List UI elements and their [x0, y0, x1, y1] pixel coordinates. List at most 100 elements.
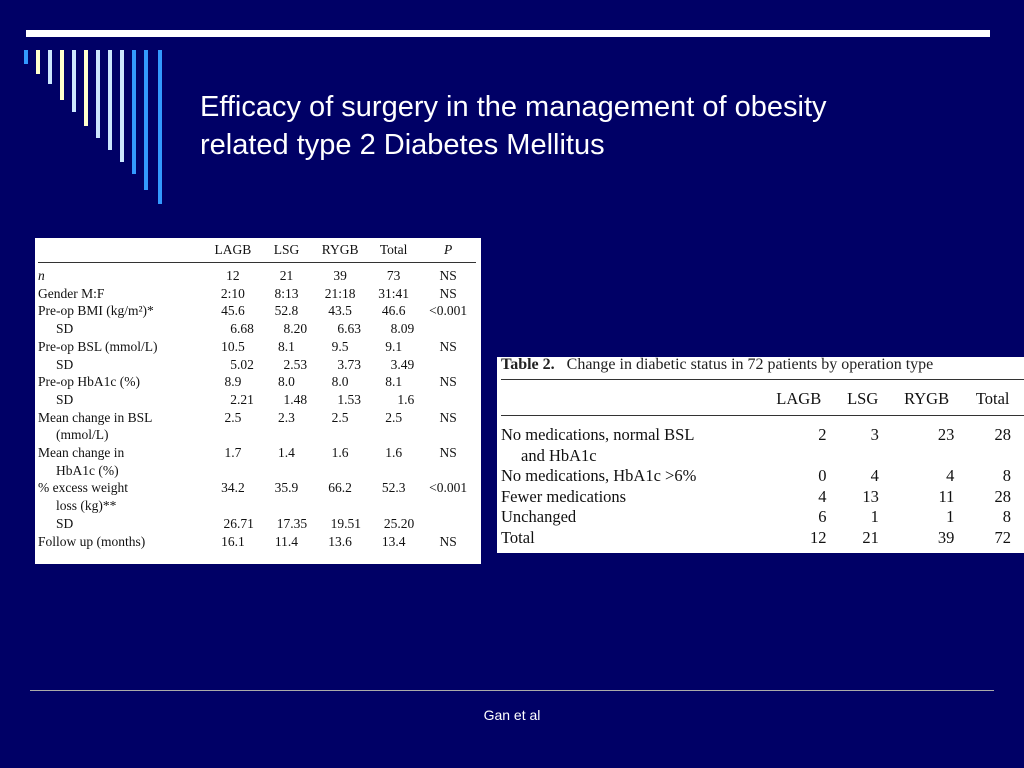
row-label: SD — [56, 515, 74, 531]
cell-lagb — [206, 462, 260, 480]
cell-total: 52.3 — [381, 480, 406, 496]
cell-rygb — [313, 426, 367, 444]
bar-2 — [36, 50, 40, 74]
bar-3 — [48, 50, 52, 84]
bar-6 — [84, 50, 88, 126]
cell-lsg: 8:13 — [274, 285, 299, 301]
cell-total: 3.49 — [390, 356, 415, 372]
table-row: n 12 21 39 73 NS — [38, 263, 476, 285]
cell-p: NS — [439, 285, 457, 301]
table2-header-lsg: LSG — [847, 389, 879, 408]
bar-11 — [144, 50, 148, 190]
cell-lagb: 45.6 — [221, 303, 245, 319]
cell-total: 73 — [386, 268, 401, 283]
cell-lsg: 35.9 — [274, 480, 299, 496]
cell-lagb: 5.02 — [230, 356, 254, 372]
cell-p: NS — [439, 533, 457, 549]
row-label: Gender M:F — [38, 285, 105, 301]
cell-total: 8 — [1002, 507, 1011, 527]
cell-total: 13.4 — [381, 533, 406, 549]
cell-total: 72 — [994, 527, 1012, 547]
row-label: Fewer medications — [501, 486, 627, 506]
table-row: (mmol/L) — [38, 426, 476, 444]
cell-lagb — [761, 446, 836, 467]
cell-lsg: 1.4 — [278, 445, 295, 461]
table2-caption: Table 2. Change in diabetic status in 72 … — [501, 356, 933, 374]
table-patient-characteristics: LAGB LSG RYGB Total P n 12 21 39 73 NS G… — [35, 238, 481, 564]
row-label: Total — [501, 527, 535, 547]
cell-lagb: 0 — [818, 466, 827, 486]
cell-total: 31:41 — [378, 285, 410, 301]
cell-rygb — [313, 497, 367, 515]
table-row: Mean change in 1.7 1.4 1.6 1.6 NS — [38, 444, 476, 462]
cell-rygb: 23 — [937, 425, 955, 444]
table2-rule-header — [501, 415, 1024, 416]
cell-p: NS — [439, 374, 457, 390]
top-rule — [26, 30, 990, 37]
table1-header-lsg: LSG — [259, 238, 314, 263]
slide-title: Efficacy of surgery in the management of… — [200, 88, 980, 164]
cell-total: 8 — [1002, 466, 1011, 486]
table-row: Follow up (months) 16.1 11.4 13.6 13.4 N… — [38, 533, 476, 551]
cell-rygb: 1 — [946, 507, 955, 527]
table1-header-total: Total — [367, 238, 421, 263]
cell-lsg: 17.35 — [276, 515, 308, 531]
cell-lsg: 2.3 — [278, 409, 295, 425]
table-row: HbA1c (%) — [38, 462, 476, 480]
table-row: and HbA1c — [501, 446, 1021, 467]
cell-lagb: 12 — [809, 527, 827, 547]
table2-caption-text: Change in diabetic status in 72 patients… — [566, 356, 934, 373]
cell-total: 25.20 — [383, 515, 415, 531]
bar-8 — [108, 50, 112, 150]
cell-p: NS — [439, 445, 457, 461]
cell-rygb: 66.2 — [328, 480, 352, 496]
table-row: SD 2.21 1.48 1.53 1.6 — [38, 391, 476, 409]
table-row: SD 6.68 8.20 6.63 8.09 — [38, 320, 476, 338]
cell-total: 9.1 — [385, 338, 403, 354]
table-row: Pre-op HbA1c (%) 8.9 8.0 8.0 8.1 NS — [38, 373, 476, 391]
table-row: Fewer medications 4 13 11 28 — [501, 487, 1021, 508]
cell-lsg: 1.48 — [283, 391, 308, 407]
row-label: HbA1c (%) — [56, 462, 119, 478]
table-row: Gender M:F 2:10 8:13 21:18 31:41 NS — [38, 285, 476, 303]
cell-rygb: 19.51 — [330, 515, 361, 531]
row-label: Mean change in — [38, 445, 125, 461]
cell-rygb: 11 — [938, 486, 955, 506]
cell-rygb: 4 — [946, 466, 955, 486]
cell-lsg: 8.0 — [278, 374, 295, 390]
row-label: No medications, normal BSL — [501, 425, 695, 444]
cell-total: 2.5 — [385, 409, 403, 425]
table-row: Pre-op BMI (kg/m²)* 45.6 52.8 43.5 46.6 … — [38, 302, 476, 320]
cell-rygb: 2.5 — [331, 409, 349, 425]
cell-rygb: 21:18 — [324, 285, 356, 301]
cell-lagb — [206, 497, 260, 515]
cell-lsg — [836, 446, 888, 467]
table-row: Unchanged 6 1 1 8 — [501, 507, 1021, 528]
cell-lagb: 26.71 — [223, 515, 254, 531]
cell-lagb: 2.21 — [230, 391, 254, 407]
row-label: SD — [56, 321, 74, 337]
cell-lsg: 3 — [870, 425, 879, 444]
table1-grid: LAGB LSG RYGB Total P n 12 21 39 73 NS G… — [38, 238, 476, 550]
cell-rygb: 39 — [937, 527, 955, 547]
cell-lagb: 2:10 — [220, 285, 245, 301]
cell-lagb: 12 — [226, 268, 240, 283]
cell-rygb — [889, 446, 965, 467]
cell-lsg: 21 — [862, 527, 879, 547]
cell-lagb — [206, 426, 260, 444]
cell-p — [420, 320, 476, 338]
row-label: % excess weight — [38, 480, 128, 496]
row-label: Unchanged — [501, 507, 577, 527]
row-label: Pre-op BSL (mmol/L) — [38, 338, 158, 354]
cell-rygb: 8.0 — [331, 374, 349, 390]
table1-header-row: LAGB LSG RYGB Total P — [38, 238, 476, 263]
row-label: Follow up (months) — [38, 533, 146, 549]
cell-lagb: 6 — [818, 507, 827, 527]
cell-lsg: 8.20 — [283, 321, 308, 337]
cell-lagb: 6.68 — [230, 321, 254, 337]
cell-lsg — [260, 497, 313, 515]
cell-lsg: 13 — [862, 486, 879, 506]
table1-header-blank — [38, 238, 206, 263]
table2-rule-top — [501, 379, 1024, 380]
cell-total: 28 — [994, 486, 1012, 506]
